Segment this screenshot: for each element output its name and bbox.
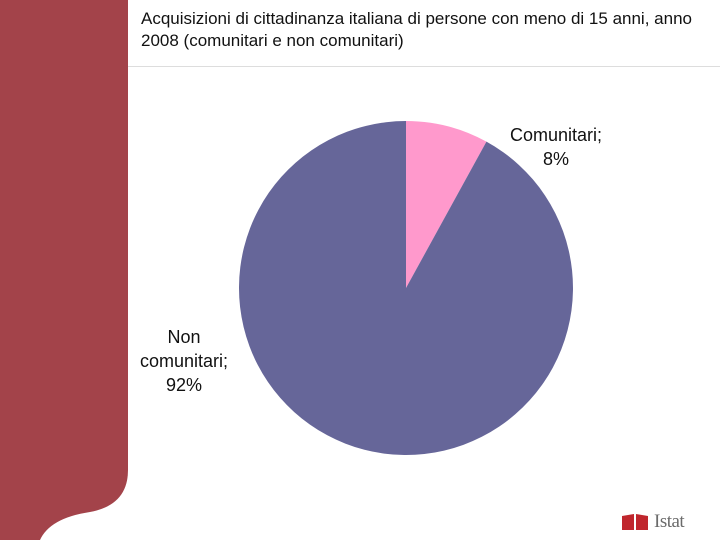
slide-title: Acquisizioni di cittadinanza italiana di…	[141, 9, 692, 50]
istat-logo: Istat	[620, 510, 685, 534]
istat-logo-icon	[622, 514, 648, 530]
logo-text: Istat	[654, 511, 685, 532]
pie-slice-comunitari	[406, 121, 487, 288]
sidebar-decoration	[0, 0, 128, 540]
slice-label-non-comunitari: Non comunitari; 92%	[140, 327, 228, 395]
slice-label-comunitari: Comunitari; 8%	[510, 125, 602, 169]
pie-slice-non-comunitari	[238, 120, 573, 456]
title-divider	[128, 66, 720, 67]
